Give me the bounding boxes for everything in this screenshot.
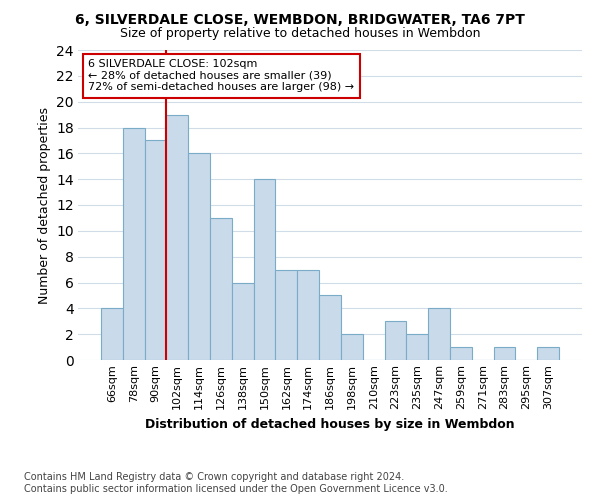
Bar — [341, 334, 363, 360]
X-axis label: Distribution of detached houses by size in Wembdon: Distribution of detached houses by size … — [145, 418, 515, 430]
Bar — [254, 179, 275, 360]
Bar — [450, 347, 472, 360]
Bar — [210, 218, 232, 360]
Bar — [232, 282, 254, 360]
Bar — [385, 322, 406, 360]
Text: Contains public sector information licensed under the Open Government Licence v3: Contains public sector information licen… — [24, 484, 448, 494]
Text: 6, SILVERDALE CLOSE, WEMBDON, BRIDGWATER, TA6 7PT: 6, SILVERDALE CLOSE, WEMBDON, BRIDGWATER… — [75, 12, 525, 26]
Bar — [494, 347, 515, 360]
Y-axis label: Number of detached properties: Number of detached properties — [38, 106, 50, 304]
Text: 6 SILVERDALE CLOSE: 102sqm
← 28% of detached houses are smaller (39)
72% of semi: 6 SILVERDALE CLOSE: 102sqm ← 28% of deta… — [88, 60, 354, 92]
Bar — [537, 347, 559, 360]
Bar — [428, 308, 450, 360]
Bar — [166, 114, 188, 360]
Bar — [101, 308, 123, 360]
Bar — [319, 296, 341, 360]
Bar — [297, 270, 319, 360]
Text: Contains HM Land Registry data © Crown copyright and database right 2024.: Contains HM Land Registry data © Crown c… — [24, 472, 404, 482]
Bar — [123, 128, 145, 360]
Bar — [406, 334, 428, 360]
Bar — [275, 270, 297, 360]
Text: Size of property relative to detached houses in Wembdon: Size of property relative to detached ho… — [120, 28, 480, 40]
Bar — [145, 140, 166, 360]
Bar — [188, 154, 210, 360]
